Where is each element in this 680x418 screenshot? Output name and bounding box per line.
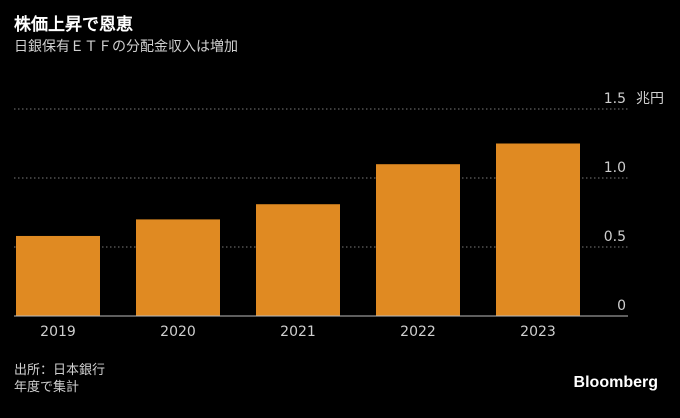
x-tick-label: 2019 (40, 324, 76, 340)
y-unit-label: 兆円 (636, 91, 664, 107)
source-note: 出所：日本銀行 年度で集計 (14, 362, 105, 396)
bar (256, 204, 340, 316)
bar (496, 143, 580, 316)
bar (16, 235, 100, 316)
x-tick-label: 2022 (400, 324, 436, 340)
y-tick-label: 0 (617, 298, 626, 314)
chart-title: 株価上昇で恩恵 (14, 15, 133, 35)
x-tick-label: 2020 (160, 324, 196, 340)
bar (376, 164, 460, 316)
fiscal-year-note: 年度で集計 (14, 380, 80, 395)
bloomberg-logo: Bloomberg (573, 374, 658, 391)
x-tick-label: 2021 (280, 324, 316, 340)
source-line: 出所：日本銀行 (14, 363, 106, 378)
bar (136, 219, 220, 316)
y-tick-label: 0.5 (604, 229, 626, 245)
x-tick-label: 2023 (520, 324, 556, 340)
y-tick-label: 1.5 (604, 91, 626, 107)
y-tick-label: 1.0 (604, 160, 626, 176)
chart-subtitle: 日銀保有ＥＴＦの分配金収入は増加 (14, 39, 238, 55)
